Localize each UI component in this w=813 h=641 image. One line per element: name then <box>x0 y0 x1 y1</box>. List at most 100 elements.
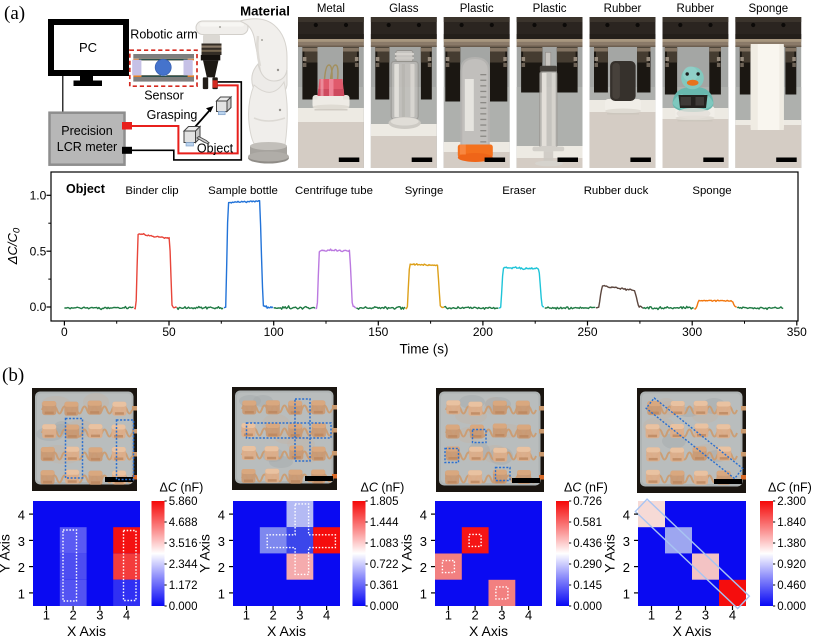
svg-text:4: 4 <box>123 608 130 623</box>
svg-text:X Axis: X Axis <box>67 623 106 639</box>
svg-text:Sponge: Sponge <box>692 185 731 197</box>
svg-text:Time (s): Time (s) <box>400 342 449 357</box>
svg-text:4.688: 4.688 <box>169 517 198 529</box>
svg-text:2.344: 2.344 <box>169 559 198 571</box>
svg-text:1.444: 1.444 <box>370 517 399 529</box>
svg-text:4: 4 <box>323 608 330 623</box>
svg-text:0.460: 0.460 <box>777 580 806 592</box>
svg-text:ΔC/C0: ΔC/C0 <box>5 227 23 265</box>
svg-text:0.361: 0.361 <box>370 580 399 592</box>
svg-text:0.436: 0.436 <box>573 538 602 550</box>
svg-text:3: 3 <box>18 534 25 549</box>
svg-text:3: 3 <box>498 608 505 623</box>
svg-text:(a): (a) <box>4 3 25 24</box>
svg-text:Object: Object <box>197 142 234 156</box>
svg-text:X Axis: X Axis <box>267 623 306 639</box>
svg-text:1.805: 1.805 <box>370 496 399 508</box>
svg-text:4: 4 <box>420 508 427 523</box>
svg-text:Y Axis: Y Axis <box>399 534 415 573</box>
svg-text:100: 100 <box>264 325 284 339</box>
svg-text:Sample bottle: Sample bottle <box>208 185 278 197</box>
svg-text:1.083: 1.083 <box>370 538 399 550</box>
svg-text:Centrifuge tube: Centrifuge tube <box>295 185 373 197</box>
svg-text:1: 1 <box>648 608 655 623</box>
svg-text:150: 150 <box>368 325 388 339</box>
svg-text:1: 1 <box>218 586 225 601</box>
svg-text:Eraser: Eraser <box>502 185 536 197</box>
svg-text:1.0: 1.0 <box>30 189 47 203</box>
svg-text:4: 4 <box>525 608 532 623</box>
svg-text:Material: Material <box>240 4 290 19</box>
svg-text:ΔC (nF): ΔC (nF) <box>160 481 204 495</box>
svg-text:LCR meter: LCR meter <box>57 140 117 154</box>
svg-text:Y Axis: Y Axis <box>197 534 213 573</box>
svg-text:2: 2 <box>218 560 225 575</box>
svg-text:Robotic arm: Robotic arm <box>130 28 197 42</box>
svg-text:4: 4 <box>18 508 25 523</box>
svg-text:2: 2 <box>471 608 478 623</box>
svg-text:0.000: 0.000 <box>169 601 198 613</box>
svg-text:0.5: 0.5 <box>30 244 47 258</box>
svg-text:300: 300 <box>682 325 702 339</box>
svg-text:4: 4 <box>218 508 225 523</box>
svg-text:3: 3 <box>420 534 427 549</box>
svg-text:350: 350 <box>787 325 807 339</box>
svg-text:3: 3 <box>296 608 303 623</box>
svg-text:Rubber: Rubber <box>604 3 642 15</box>
svg-text:1.380: 1.380 <box>777 538 806 550</box>
svg-text:1: 1 <box>243 608 250 623</box>
svg-text:Y Axis: Y Axis <box>0 534 13 573</box>
svg-text:250: 250 <box>577 325 597 339</box>
svg-text:5.860: 5.860 <box>169 496 198 508</box>
svg-text:1: 1 <box>43 608 50 623</box>
svg-text:Y Axis: Y Axis <box>602 534 618 573</box>
svg-text:0.000: 0.000 <box>370 601 399 613</box>
svg-text:Sponge: Sponge <box>748 3 788 15</box>
svg-text:2: 2 <box>623 560 630 575</box>
svg-text:4: 4 <box>729 608 736 623</box>
svg-text:Binder clip: Binder clip <box>125 185 178 197</box>
svg-text:3: 3 <box>96 608 103 623</box>
svg-text:2: 2 <box>675 608 682 623</box>
svg-text:X Axis: X Axis <box>469 623 508 639</box>
svg-text:2: 2 <box>69 608 76 623</box>
svg-text:Precision: Precision <box>61 124 112 138</box>
svg-text:Glass: Glass <box>389 3 419 15</box>
svg-text:3.516: 3.516 <box>169 538 198 550</box>
svg-text:0.581: 0.581 <box>573 517 602 529</box>
svg-text:Syringe: Syringe <box>405 185 444 197</box>
svg-text:0.000: 0.000 <box>573 601 602 613</box>
svg-text:ΔC (nF): ΔC (nF) <box>768 481 812 495</box>
svg-text:2.300: 2.300 <box>777 496 806 508</box>
svg-text:2: 2 <box>269 608 276 623</box>
svg-text:Plastic: Plastic <box>460 3 494 15</box>
svg-text:ΔC (nF): ΔC (nF) <box>564 481 608 495</box>
svg-text:Rubber: Rubber <box>677 3 715 15</box>
svg-text:1.172: 1.172 <box>169 580 198 592</box>
svg-text:0.726: 0.726 <box>573 496 602 508</box>
svg-text:0.0: 0.0 <box>30 300 47 314</box>
svg-text:1: 1 <box>420 586 427 601</box>
svg-text:50: 50 <box>162 325 176 339</box>
svg-text:PC: PC <box>79 40 97 55</box>
svg-text:0.000: 0.000 <box>777 601 806 613</box>
svg-text:2: 2 <box>18 560 25 575</box>
svg-text:4: 4 <box>623 508 630 523</box>
svg-text:0.920: 0.920 <box>777 559 806 571</box>
svg-text:Grasping: Grasping <box>147 108 198 122</box>
svg-text:3: 3 <box>218 534 225 549</box>
svg-text:X Axis: X Axis <box>673 623 712 639</box>
svg-text:1: 1 <box>445 608 452 623</box>
svg-text:0.722: 0.722 <box>370 559 399 571</box>
svg-text:Metal: Metal <box>317 3 345 15</box>
svg-text:0: 0 <box>61 325 68 339</box>
svg-text:1: 1 <box>623 586 630 601</box>
svg-text:Rubber duck: Rubber duck <box>584 185 649 197</box>
svg-text:3: 3 <box>702 608 709 623</box>
svg-text:Plastic: Plastic <box>533 3 567 15</box>
svg-text:200: 200 <box>473 325 493 339</box>
svg-text:3: 3 <box>623 534 630 549</box>
svg-text:Object: Object <box>66 182 106 196</box>
svg-text:Sensor: Sensor <box>144 89 184 103</box>
svg-text:0.145: 0.145 <box>573 580 602 592</box>
